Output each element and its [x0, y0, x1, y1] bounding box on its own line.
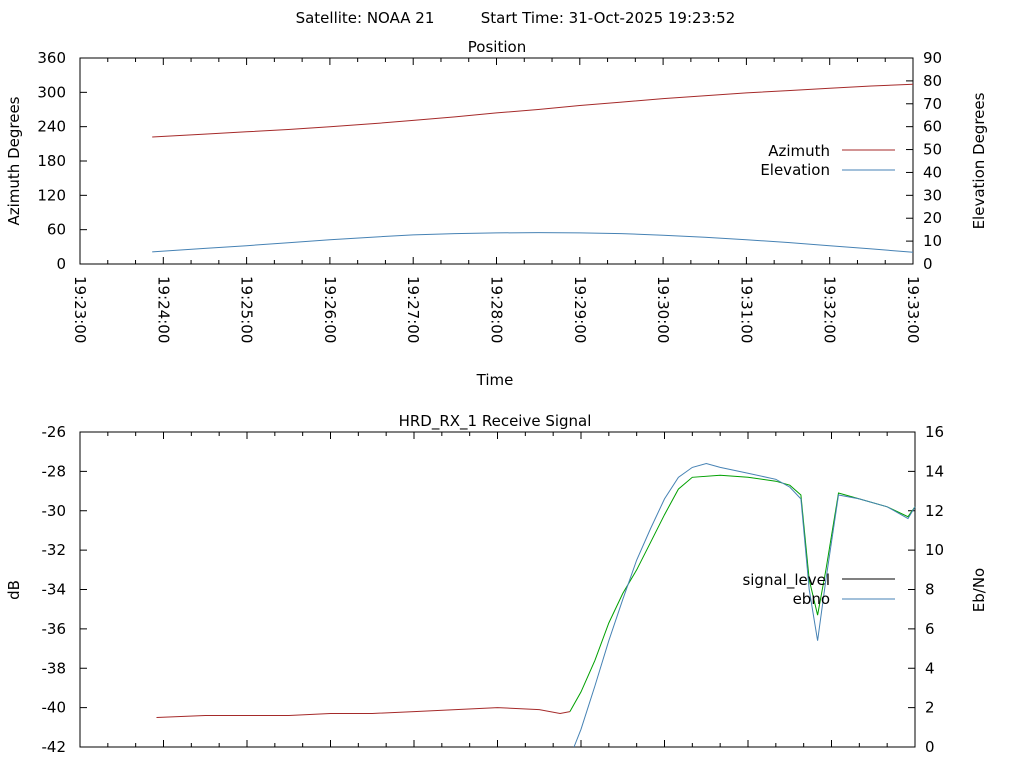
- y2-tick-label: 50: [923, 141, 942, 159]
- start-time-label: Start Time: 31-Oct-2025 19:23:52: [481, 9, 736, 27]
- y2-tick-label: 0: [925, 738, 935, 756]
- y-tick-label: -42: [42, 738, 67, 756]
- position-chart-title: Position: [468, 38, 526, 56]
- y-tick-label: 60: [47, 221, 66, 239]
- position-y-axis-label: Azimuth Degrees: [5, 96, 23, 225]
- x-tick-label: 19:30:00: [654, 276, 672, 343]
- x-tick-label: 19:31:00: [737, 276, 755, 343]
- legend-azimuth-label: Azimuth: [768, 142, 830, 160]
- y-tick-label: 360: [37, 49, 66, 67]
- series-ebno-line: [573, 462, 916, 748]
- y2-tick-label: 2: [925, 699, 935, 717]
- position-x-axis-label: Time: [476, 371, 514, 389]
- x-tick-label: 19:27:00: [404, 276, 422, 343]
- signal-plot-frame: [79, 431, 916, 748]
- y2-tick-label: 4: [925, 659, 935, 677]
- satellite-label: Satellite: NOAA 21: [296, 9, 435, 27]
- y2-tick-label: 20: [923, 209, 942, 227]
- x-tick-label: 19:26:00: [321, 276, 339, 343]
- legend-ebno-label: ebno: [793, 590, 830, 608]
- y2-tick-label: 10: [923, 232, 942, 250]
- y-tick-label: -30: [42, 502, 67, 520]
- y2-tick-label: 40: [923, 163, 942, 181]
- series-Elevation-line: [152, 232, 914, 253]
- series-Azimuth-line: [152, 83, 914, 138]
- y2-tick-label: 16: [925, 423, 944, 441]
- signal-y2-axis-label: Eb/No: [970, 568, 988, 612]
- y2-tick-label: 14: [925, 462, 944, 480]
- y-tick-label: 300: [37, 83, 66, 101]
- y-tick-label: 240: [37, 118, 66, 136]
- y-tick-label: -40: [42, 699, 67, 717]
- y-tick-label: 120: [37, 186, 66, 204]
- y2-tick-label: 70: [923, 95, 942, 113]
- y-tick-label: -36: [42, 620, 67, 638]
- x-tick-label: 19:29:00: [571, 276, 589, 343]
- y2-tick-label: 90: [923, 49, 942, 67]
- y-tick-label: -26: [42, 423, 67, 441]
- series-signal-level-line: [156, 707, 570, 718]
- legend-elevation-label: Elevation: [760, 161, 830, 179]
- y-tick-label: 0: [56, 255, 66, 273]
- x-tick-label: 19:32:00: [821, 276, 839, 343]
- y2-tick-label: 6: [925, 620, 935, 638]
- x-tick-label: 19:25:00: [238, 276, 256, 343]
- y-tick-label: 180: [37, 152, 66, 170]
- position-chart: Position 0 60 120 180 240 300 360 0 10 20 30 40 50 60…: [5, 38, 988, 389]
- x-tick-label: 19:24:00: [154, 276, 172, 343]
- signal-y-axis-label: dB: [5, 580, 23, 600]
- x-tick-label: 19:33:00: [904, 276, 922, 343]
- signal-chart-title: HRD_RX_1 Receive Signal: [399, 412, 592, 431]
- series-signal-level-line: [569, 474, 916, 712]
- y2-tick-label: 10: [925, 541, 944, 559]
- y2-tick-label: 12: [925, 502, 944, 520]
- signal-chart: HRD_RX_1 Receive Signal -42 -40 -38 -36 -34 -…: [5, 412, 988, 756]
- y-tick-label: -28: [42, 462, 67, 480]
- y2-tick-label: 0: [923, 255, 933, 273]
- x-tick-label: 19:28:00: [488, 276, 506, 343]
- y2-tick-label: 60: [923, 118, 942, 136]
- y2-tick-label: 80: [923, 72, 942, 90]
- y2-tick-label: 30: [923, 186, 942, 204]
- position-y2-axis-label: Elevation Degrees: [970, 92, 988, 229]
- legend-signal-level-label: signal_level: [742, 571, 830, 590]
- y2-tick-label: 8: [925, 581, 935, 599]
- y-tick-label: -34: [42, 581, 67, 599]
- y-tick-label: -38: [42, 659, 67, 677]
- y-tick-label: -32: [42, 541, 67, 559]
- x-tick-label: 19:23:00: [71, 276, 89, 343]
